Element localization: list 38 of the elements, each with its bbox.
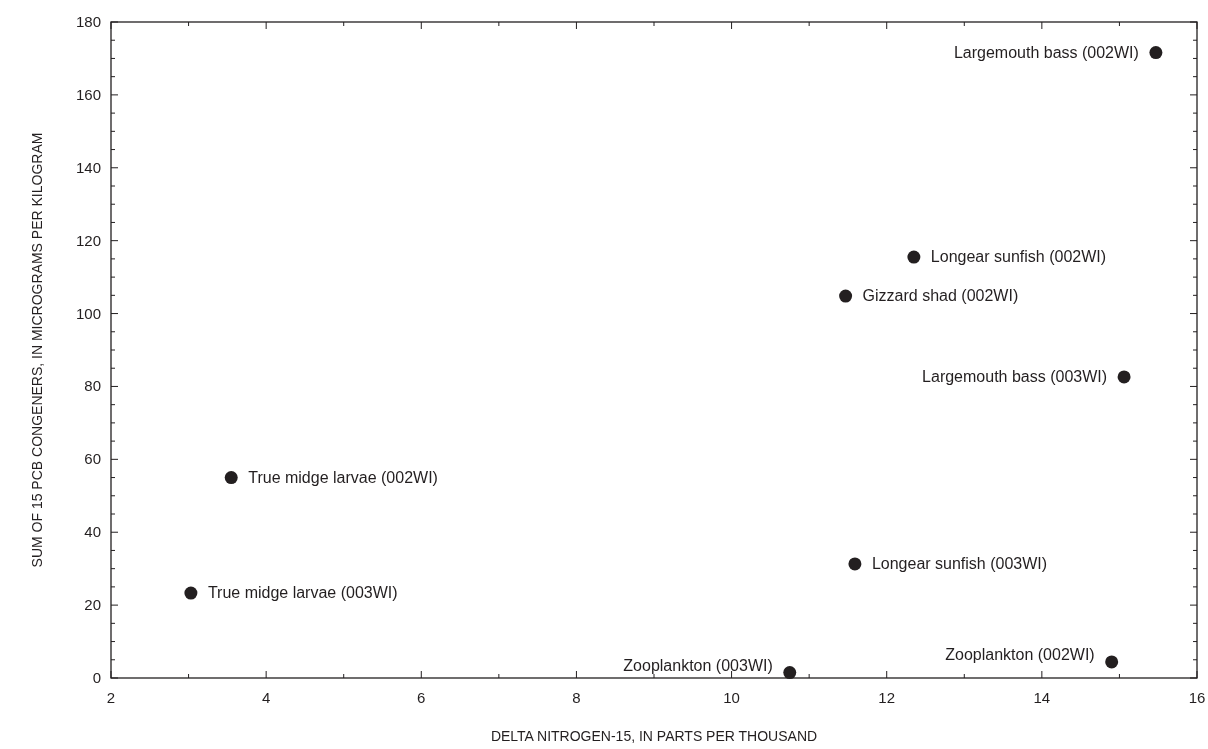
y-tick-label: 60 (84, 450, 101, 468)
y-tick-label: 100 (75, 304, 101, 322)
point (848, 557, 862, 571)
point (224, 471, 238, 485)
y-tick-label: 180 (75, 13, 101, 30)
annotation: Longear sunfish (003WI) (871, 554, 1048, 572)
x-tick-label: 10 (723, 689, 740, 706)
annotation: Largemouth bass (002WI) (953, 43, 1139, 61)
point (907, 250, 921, 264)
x-tick-label: 12 (878, 689, 896, 706)
point (839, 289, 853, 303)
annotation: Longear sunfish (002WI) (930, 248, 1107, 266)
x-tick-label: 16 (1188, 689, 1206, 706)
y-tick-label: 140 (75, 158, 101, 176)
point (184, 586, 198, 600)
annotation: Zooplankton (002WI) (945, 645, 1095, 663)
x-tick-label: 6 (417, 689, 426, 706)
y-tick-label: 40 (84, 523, 101, 541)
point (1117, 370, 1131, 384)
point (783, 666, 797, 680)
y-tick-label: 160 (75, 85, 101, 103)
annotation: True midge larvae (002WI) (248, 468, 438, 486)
annotation: Largemouth bass (003WI) (922, 367, 1108, 385)
point (1105, 655, 1119, 669)
annotation: True midge larvae (003WI) (207, 584, 398, 602)
y-tick-label: 80 (84, 377, 101, 395)
x-axis-title: DELTA NITROGEN-15, IN PARTS PER THOUSAND (490, 728, 818, 744)
annotation: Zooplankton (003WI) (623, 656, 773, 674)
x-tick-label: 4 (261, 689, 271, 706)
y-axis-title: SUM OF 15 PCB CONGENERS, IN MICROGRAMS PER KILOGRAM (29, 132, 45, 568)
y-tick-label: 120 (75, 231, 101, 249)
y-tick-label: 20 (84, 596, 101, 614)
x-tick-label: 2 (106, 689, 116, 706)
point (1149, 46, 1163, 60)
x-tick-label: 14 (1033, 689, 1051, 706)
y-tick-label: 0 (92, 669, 101, 686)
annotation: Gizzard shad (002WI) (862, 287, 1019, 305)
x-tick-label: 8 (572, 689, 581, 706)
